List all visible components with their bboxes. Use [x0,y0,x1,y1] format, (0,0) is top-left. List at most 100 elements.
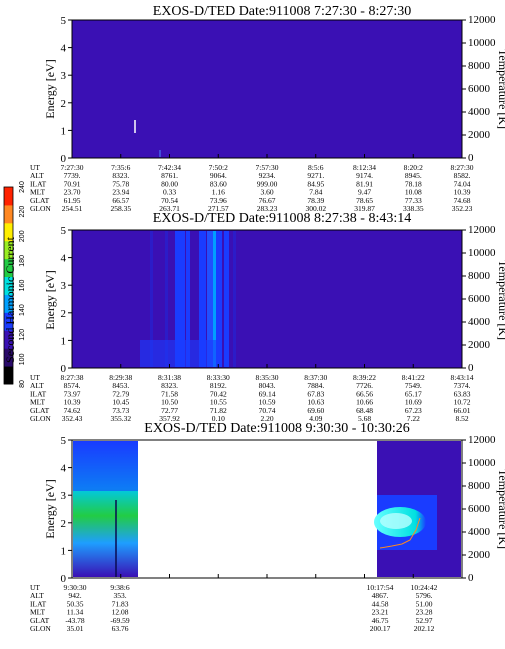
ephemeris-value: 9:38:6 [110,583,129,592]
panel-3-left-upper [73,441,138,491]
panel-2-column [165,231,168,367]
y2-tick-label: 0 [468,572,474,584]
ephemeris-value: 35.01 [67,624,84,633]
ephemeris-value: 4867. [372,591,389,600]
ephemeris-row-label: ALT [30,591,44,600]
ephemeris-row-label: GLON [30,204,51,213]
panel-3-title: EXOS-D/TED Date:911008 9:30:30 - 10:30:2… [144,421,409,436]
panel-3-right-core [380,513,412,529]
ephemeris-value: 4.09 [309,414,322,423]
ephemeris-value: 7884. [307,381,324,390]
ephemeris-value: 74.68 [454,196,471,205]
ephemeris-value: 8:20:2 [404,163,423,172]
ephemeris-value: 7:35:6 [111,163,130,172]
panel-2-column [175,231,185,367]
colorbar-tick-label: 140 [19,304,26,316]
y2-tick-label: 10000 [468,457,496,469]
colorbar-segment [4,204,13,224]
panel-2-column [199,231,206,367]
y-tick-label: 5 [61,435,67,447]
y2-tick-label: 2000 [468,129,491,141]
ephemeris-row-label: UT [30,373,40,382]
colorbar-segment [4,294,13,313]
ephemeris-value: 942. [68,591,81,600]
ephemeris-value: 81.91 [356,179,373,188]
panel-2-ylabel: Energy [eV] [43,270,57,329]
colorbar: 80 100 120 140 160 180 200 220 240 Second Harmon… [3,181,26,388]
ephemeris-value: 8:41:22 [402,373,425,382]
colorbar-tick-label: 240 [19,181,26,193]
ephemeris-value: 83.60 [210,179,227,188]
ephemeris-value: 9271. [307,171,324,180]
ephemeris-value: 0.33 [163,188,176,197]
ephemeris-row-label: GLAT [30,196,50,205]
ephemeris-row-label: GLAT [30,406,50,415]
ephemeris-value: 10:24:42 [411,583,438,592]
ephemeris-value: 8:27:38 [61,373,84,382]
ephemeris-value: 9174. [356,171,373,180]
ephemeris-value: 5.68 [358,414,371,423]
ephemeris-value: 63.83 [454,389,471,398]
ephemeris-value: 8574. [64,381,81,390]
ephemeris-row-label: ALT [30,381,44,390]
ephemeris-value: 69.14 [259,389,276,398]
ephemeris-value: 61.95 [64,196,81,205]
panel-2-title: EXOS-D/TED Date:911008 8:27:38 - 8:43:14 [153,211,411,226]
ephemeris-value: 80.00 [161,179,178,188]
ephemeris-value: 10:17:54 [367,583,394,592]
ephemeris-value: 352.23 [452,204,473,213]
panel-2-column [207,231,213,367]
ephemeris-value: 7.22 [407,414,420,423]
ephemeris-value: 71.82 [210,406,227,415]
y2-tick-label: 4000 [468,526,491,538]
y2-tick-label: 10000 [468,37,496,49]
panel-2-plot-area [71,229,463,369]
ephemeris-row-label: MLT [30,608,46,617]
ephemeris-value: 7726. [356,381,373,390]
ephemeris-value: 66.01 [454,406,471,415]
ephemeris-value: 51.00 [416,599,433,608]
ephemeris-value: 70.74 [259,406,276,415]
panel-1-ylabel: Energy [eV] [43,59,57,118]
panel-2-y2label: Temperature [K] [496,260,505,340]
colorbar-tick-label: 160 [19,280,26,292]
colorbar-tick-label: 200 [19,230,26,242]
ephemeris-value: 7.84 [309,188,322,197]
y2-tick-label: 0 [468,362,474,374]
ephemeris-value: 9234. [259,171,276,180]
ephemeris-value: 7:42:34 [158,163,181,172]
ephemeris-value: 200.17 [370,624,391,633]
ephemeris-value: 65.17 [405,389,422,398]
y2-tick-label: 6000 [468,83,491,95]
panel-2-column [233,231,236,367]
y2-tick-label: 12000 [468,14,496,26]
ephemeris-value: 338.35 [403,204,424,213]
panel-1-title: EXOS-D/TED Date:911008 7:27:30 - 8:27:30 [153,4,411,19]
ephemeris-value: 73.96 [210,196,227,205]
y2-tick-label: 6000 [468,293,491,305]
y2-tick-label: 8000 [468,60,491,72]
panel-2-column [216,231,222,367]
y-tick-label: 0 [61,153,67,165]
colorbar-segment [4,222,13,242]
ephemeris-value: 23.28 [416,608,433,617]
ephemeris-value: -43.78 [65,616,85,625]
y-tick-label: 3 [61,70,67,82]
panel-2: EXOS-D/TED Date:911008 8:27:38 - 8:43:14… [30,211,505,423]
ephemeris-value: 11.34 [67,608,84,617]
colorbar-segment [4,258,13,278]
panel-3-right-data [374,441,461,577]
panel-2-low-energy-band [140,340,220,367]
ephemeris-value: 8:43:14 [451,373,474,382]
ephemeris-value: 7739. [64,171,81,180]
panel-3: EXOS-D/TED Date:911008 9:30:30 - 10:30:2… [30,421,505,633]
ephemeris-value: 46.75 [372,616,389,625]
colorbar-segment [4,312,13,331]
y-tick-label: 0 [61,363,67,375]
ephemeris-value: 3.60 [260,188,273,197]
ephemeris-value: 8:27:30 [451,163,474,172]
ephemeris-value: 63.76 [112,624,129,633]
ephemeris-value: 9064. [210,171,227,180]
ephemeris-value: 23.21 [372,608,389,617]
